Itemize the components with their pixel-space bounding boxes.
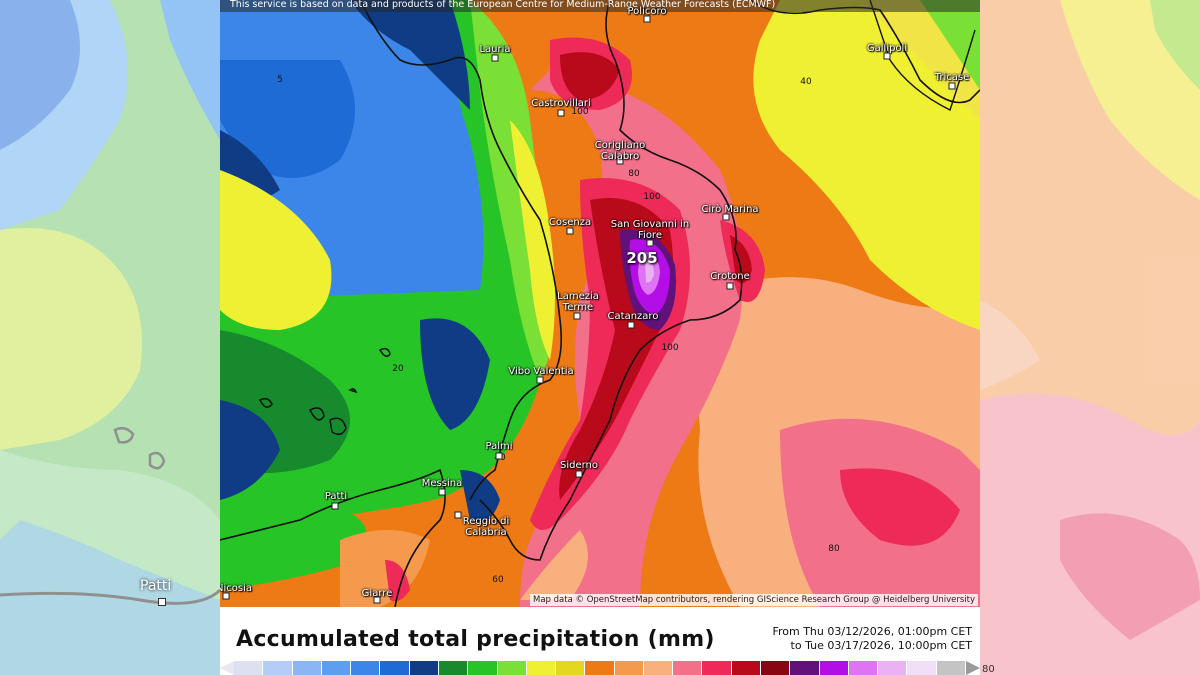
city-marker: [536, 376, 544, 384]
contour-label: 20: [392, 364, 404, 374]
city-label: Siderno: [559, 460, 599, 471]
side-label-patti: Patti: [140, 578, 172, 594]
color-scale-swatch: [497, 661, 527, 675]
contour-label: 60: [654, 7, 666, 17]
color-scale-swatch: [263, 661, 293, 675]
color-scale-swatch: [848, 661, 879, 675]
city-label: Castrovillari: [531, 98, 591, 109]
city-marker: [883, 52, 891, 60]
contour-label: 40: [800, 77, 812, 87]
city-label: Corigliano Calabro: [594, 140, 646, 162]
color-scale-swatch: [321, 661, 352, 675]
city-marker: [331, 502, 339, 510]
city-marker: [643, 15, 651, 23]
color-scale-swatch: [351, 661, 381, 675]
city-marker: [616, 157, 624, 165]
background-map-left: Patti: [0, 0, 220, 675]
color-scale-swatch: [936, 661, 966, 675]
city-marker: [557, 109, 565, 117]
contour-label: 80: [628, 169, 640, 179]
color-scale-swatch: [790, 661, 820, 675]
city-label: Patti: [324, 491, 348, 502]
city-marker: [948, 82, 956, 90]
color-scale-swatch: [468, 661, 498, 675]
side-contour-80: 80: [982, 664, 995, 675]
city-label: Vibo Valentia: [508, 366, 574, 377]
city-label: Cirò Marina: [701, 204, 759, 215]
city-label: Reggio di Calabria: [462, 516, 510, 538]
color-scale-swatch: [585, 661, 615, 675]
city-label: Nicosia: [220, 583, 252, 594]
color-scale-swatch: [643, 661, 674, 675]
color-scale-swatch: [409, 661, 439, 675]
city-label: Catanzaro: [607, 311, 659, 322]
precipitation-map[interactable]: This service is based on data and produc…: [220, 0, 980, 607]
color-scale: [220, 661, 980, 675]
city-marker: [454, 511, 462, 519]
city-marker: [495, 452, 503, 460]
color-scale-swatch: [702, 661, 732, 675]
side-city-dot: [158, 598, 166, 606]
color-scale-swatch: [819, 661, 849, 675]
city-marker: [646, 239, 654, 247]
city-label: Crotone: [710, 271, 750, 282]
city-label: Policoro: [627, 6, 667, 17]
city-marker: [722, 213, 730, 221]
contour-label: 5: [277, 75, 283, 85]
city-label: Lamezia Terme: [557, 291, 599, 313]
city-label: Gallipoli: [866, 43, 908, 54]
color-scale-swatch: [614, 661, 644, 675]
city-label: Palmi: [485, 441, 513, 452]
chart-title: Accumulated total precipitation (mm): [236, 627, 715, 652]
color-scale-left-arrow: [220, 661, 234, 675]
color-scale-swatch: [556, 661, 586, 675]
contour-label: 100: [643, 192, 661, 202]
legend-panel: Accumulated total precipitation (mm) Fro…: [220, 607, 980, 675]
color-scale-swatch: [380, 661, 410, 675]
city-label: Giarre: [361, 588, 393, 599]
color-scale-swatch: [878, 661, 908, 675]
city-marker: [575, 470, 583, 478]
color-scale-swatch: [526, 661, 557, 675]
city-label: Cosenza: [548, 217, 592, 228]
color-scale-swatch: [761, 661, 791, 675]
city-marker: [627, 321, 635, 329]
city-marker: [438, 488, 446, 496]
city-label: San Giovanni in Fiore: [610, 219, 690, 241]
time-range-from: From Thu 03/12/2026, 01:00pm CET: [772, 625, 972, 638]
max-precipitation-label: 205: [626, 249, 658, 267]
data-source-note: This service is based on data and produc…: [220, 0, 980, 12]
color-scale-swatch: [234, 661, 264, 675]
color-scale-right-arrow: [966, 661, 980, 675]
time-range: From Thu 03/12/2026, 01:00pm CET to Tue …: [772, 625, 972, 653]
color-scale-swatch: [292, 661, 322, 675]
color-scale-swatch: [673, 661, 703, 675]
city-label: Tricase: [934, 72, 970, 83]
precipitation-field: [220, 0, 980, 607]
city-label: Lauria: [479, 44, 511, 55]
contour-label: 60: [492, 575, 504, 585]
color-scale-swatch: [907, 661, 937, 675]
contour-label: 80: [828, 544, 840, 554]
city-marker: [726, 282, 734, 290]
time-range-to: to Tue 03/17/2026, 10:00pm CET: [790, 639, 972, 652]
contour-label: 100: [571, 107, 589, 117]
city-marker: [566, 227, 574, 235]
background-map-right: 80: [980, 0, 1200, 675]
city-marker: [373, 596, 381, 604]
city-marker: [573, 312, 581, 320]
city-marker: [222, 592, 230, 600]
color-scale-swatch: [438, 661, 469, 675]
city-marker: [491, 54, 499, 62]
contour-label: 100: [661, 343, 679, 353]
color-scale-swatch: [731, 661, 762, 675]
city-label: Messina: [421, 478, 463, 489]
map-credit: Map data © OpenStreetMap contributors, r…: [530, 594, 978, 606]
